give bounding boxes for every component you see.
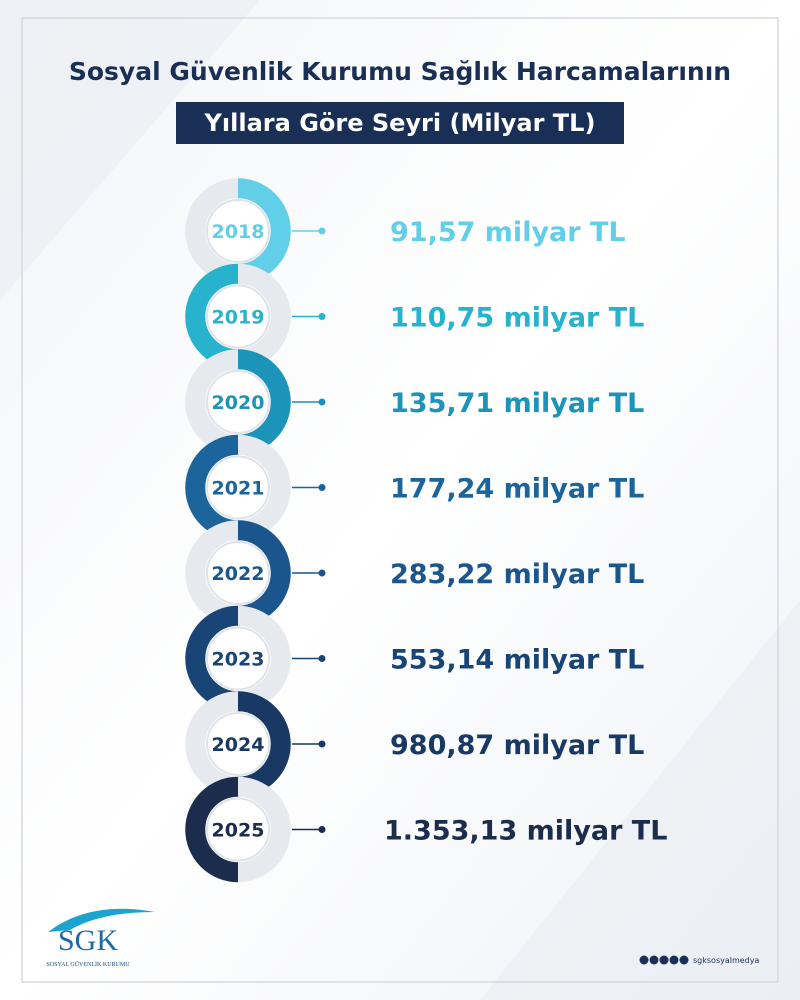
logo-swoosh <box>48 908 155 932</box>
connector-dot <box>318 398 326 406</box>
value: 177,24 milyar TL <box>390 474 644 505</box>
year-badge <box>206 712 270 776</box>
year-badge <box>206 284 270 349</box>
year-badge <box>206 370 270 434</box>
year: 2018 <box>212 221 265 243</box>
year: 2024 <box>212 734 265 756</box>
connector-dot <box>318 484 326 491</box>
year: 2025 <box>212 820 265 842</box>
timeline: 2018 91,57 milyar TL 2019 110,75 milyar TL 2… <box>185 178 667 883</box>
year-badge <box>206 626 270 691</box>
year: 2020 <box>212 392 265 414</box>
year: 2022 <box>212 563 265 585</box>
value: 980,87 milyar TL <box>390 730 644 761</box>
year-badge <box>206 455 270 520</box>
title-line2: Yıllara Göre Seyri (Milyar TL) <box>204 109 596 137</box>
connector-dot <box>318 826 326 833</box>
connector-dot <box>318 569 326 577</box>
social-icons <box>639 955 689 965</box>
connector-dot <box>318 313 326 320</box>
ring-arc <box>185 776 239 883</box>
connector-dot <box>318 227 326 235</box>
year: 2021 <box>212 478 265 500</box>
value: 1.353,13 milyar TL <box>384 816 667 847</box>
bg-shape <box>0 0 260 300</box>
value: 91,57 milyar TL <box>390 217 626 248</box>
value: 135,71 milyar TL <box>390 388 644 419</box>
logo: SGK <box>58 924 118 957</box>
handle: sgksosyalmedya <box>693 956 759 965</box>
year-badge <box>206 797 270 862</box>
value: 110,75 milyar TL <box>390 303 644 334</box>
logo-subtitle: SOSYAL GÜVENLİK KURUMU <box>46 961 130 968</box>
year-badge <box>206 541 270 605</box>
title-line1: Sosyal Güvenlik Kurumu Sağlık Harcamalar… <box>69 57 731 86</box>
value: 283,22 milyar TL <box>390 559 644 590</box>
year-badge <box>206 199 270 263</box>
frame <box>21 17 779 983</box>
year: 2019 <box>212 307 265 329</box>
title-bar <box>176 102 624 144</box>
value: 553,14 milyar TL <box>390 645 644 676</box>
connector-dot <box>318 655 326 662</box>
connector-dot <box>318 740 326 748</box>
bg-shape <box>480 600 800 1000</box>
year: 2023 <box>212 649 265 671</box>
